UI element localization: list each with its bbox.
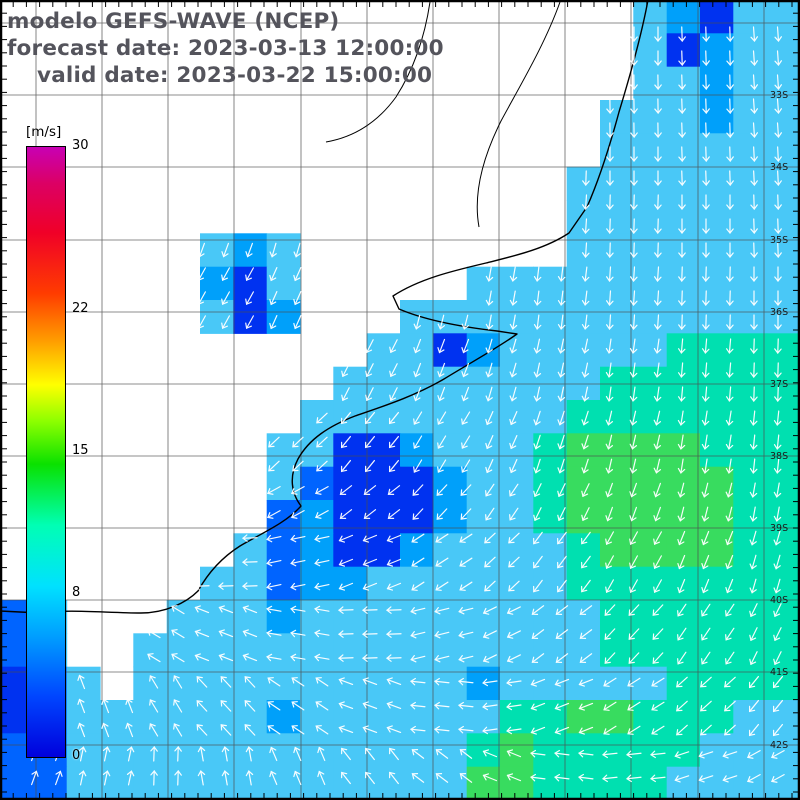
map-header: modelo GEFS-WAVE (NCEP) forecast date: 2…: [7, 8, 444, 89]
model-title: modelo GEFS-WAVE (NCEP): [7, 9, 340, 34]
colorbar-tick-15: 15: [72, 443, 89, 458]
colorbar-unit-label: [m/s]: [26, 124, 62, 140]
latitude-label: 37S: [770, 379, 788, 390]
river-border-line: [325, 1, 431, 143]
colorbar-tick-0: 0: [72, 748, 81, 763]
latitude-label: 35S: [770, 235, 788, 246]
colorbar-body: 30 22 15 8 0: [24, 138, 104, 763]
latitude-label: 40S: [770, 595, 788, 606]
colorbar: [m/s] 30 22 15 8 0: [24, 124, 104, 763]
river-border-line: [476, 1, 561, 228]
colorbar-tick-8: 8: [72, 585, 81, 601]
forecast-date-label: forecast date: 2023-03-13 12:00:00: [7, 36, 444, 61]
wave-direction-arrows: [28, 26, 785, 786]
valid-date-label: valid date: 2023-03-22 15:00:00: [37, 63, 433, 88]
latitude-labels: 33S 34S 35S 36S 37S 38S 39S 40S 41S 42S: [770, 90, 788, 751]
latitude-label: 42S: [770, 740, 788, 751]
latitude-label: 33S: [770, 90, 788, 101]
latitude-label: 34S: [770, 162, 788, 173]
colorbar-tick-22: 22: [72, 300, 89, 316]
colorbar-ticks: 30 22 15 8 0: [72, 138, 104, 763]
latitude-label: 39S: [770, 523, 788, 534]
colorbar-tick-30: 30: [72, 138, 89, 153]
latitude-label: 41S: [770, 667, 788, 678]
latitude-label: 38S: [770, 451, 788, 462]
colorbar-gradient: [26, 146, 66, 758]
coastline: [0, 0, 649, 614]
latitude-label: 36S: [770, 307, 788, 318]
